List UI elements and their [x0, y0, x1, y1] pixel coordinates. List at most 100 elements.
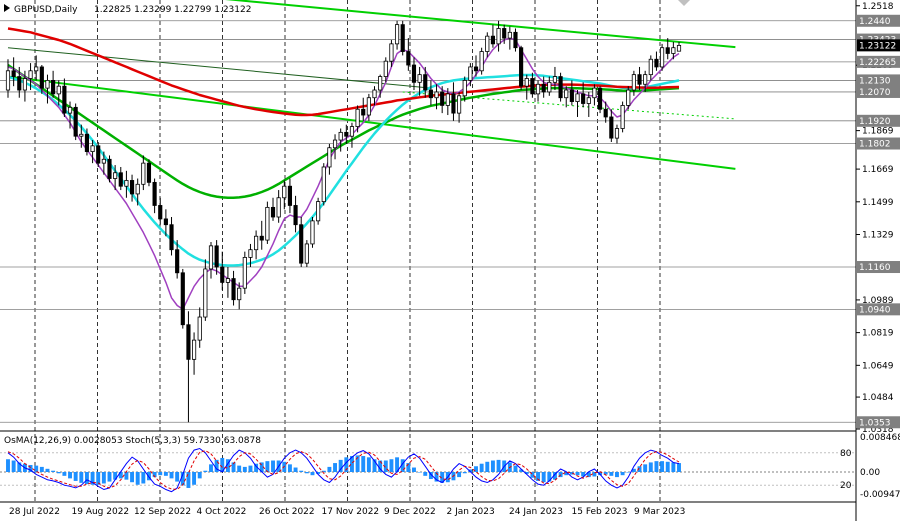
osma-bar	[372, 459, 377, 472]
osma-bar	[536, 472, 540, 481]
osma-bar	[378, 460, 383, 472]
current-price-tag	[857, 39, 900, 52]
stoch-tick-label: 80	[840, 449, 852, 459]
candle-body	[462, 80, 467, 97]
osma-bar	[626, 472, 631, 473]
candle-body	[558, 76, 563, 99]
candle-body	[270, 206, 276, 218]
candle-body	[676, 45, 682, 52]
candle-body	[423, 74, 428, 91]
osma-bar	[73, 472, 78, 481]
candle-body	[197, 316, 202, 341]
ema-fast-line	[7, 37, 680, 311]
candle-body	[321, 166, 326, 203]
osma-bar	[654, 461, 659, 472]
osma-bar	[620, 472, 625, 476]
osma-bar	[575, 472, 580, 476]
osma-bar	[677, 463, 681, 472]
date-tick-label: 19 Aug 2022	[72, 507, 130, 517]
osma-bar	[479, 463, 484, 472]
level-tag	[857, 85, 900, 98]
candle-body	[400, 24, 405, 52]
osma-bar	[660, 461, 665, 472]
osma-bar	[361, 456, 366, 472]
candle-body	[169, 224, 174, 251]
osma-bar	[265, 461, 270, 472]
candle-body	[524, 78, 529, 87]
candle-body	[225, 278, 230, 283]
candle-body	[592, 87, 597, 99]
level-tag-label: 1.1802	[859, 140, 891, 150]
candle-body	[304, 243, 309, 264]
osma-bar	[299, 470, 304, 472]
osma-bar	[124, 472, 129, 480]
level-tag-label: 1.0940	[859, 305, 891, 315]
osma-bar	[186, 472, 191, 488]
price-tick-label: 1.0649	[862, 361, 894, 371]
candle-body	[654, 58, 659, 68]
candle-body	[124, 180, 129, 187]
level-tag	[857, 55, 900, 68]
channel-upper-line	[225, 0, 680, 43]
osma-bar	[490, 460, 495, 472]
price-tick-label: 1.1499	[862, 198, 894, 208]
osma-bar	[389, 459, 394, 472]
candle-body	[186, 324, 191, 360]
price-tick-label: 1.0318	[862, 425, 894, 435]
collapse-triangle-icon[interactable]	[4, 4, 10, 12]
osma-bar	[581, 472, 586, 477]
candle-body	[5, 70, 11, 91]
candle-body	[361, 108, 366, 116]
osma-bar	[547, 472, 552, 482]
price-tick-label: 1.0819	[862, 329, 894, 339]
candle-body	[502, 28, 507, 39]
shift-marker-icon[interactable]	[678, 0, 690, 6]
price-tick-label: 1.0989	[862, 296, 894, 306]
grid	[0, 0, 856, 502]
osma-bar	[96, 472, 101, 485]
candle-body	[597, 87, 603, 110]
price-tick-label: 1.2518	[862, 2, 894, 12]
candle-body	[575, 93, 580, 102]
candle-body	[569, 89, 574, 102]
symbol-label: GBPUSD,Daily	[14, 5, 78, 15]
osma-bar	[34, 465, 39, 472]
candle-body	[107, 158, 112, 179]
candle-body	[513, 31, 518, 49]
date-tick-label: 12 Sep 2022	[134, 507, 191, 517]
candle-body	[519, 47, 524, 87]
osma-bar	[412, 467, 416, 472]
candle-body	[457, 95, 462, 114]
osma-bar	[462, 472, 467, 474]
candle-body	[51, 80, 56, 95]
candle-body	[451, 93, 456, 114]
candle-body	[473, 66, 479, 72]
candle-body	[406, 51, 411, 66]
osma-bar	[28, 464, 33, 472]
candle-body	[564, 89, 569, 99]
channel-upper-extension	[678, 40, 736, 49]
osma-bar	[615, 472, 619, 478]
osma-bar	[423, 472, 428, 476]
level-tag	[857, 303, 900, 316]
candle-body	[338, 131, 343, 141]
level-tag	[857, 137, 900, 150]
osc-tick-label: 0.0084682	[860, 433, 900, 443]
osma-bar	[519, 469, 524, 472]
osma-bar	[203, 470, 208, 472]
candle-body	[129, 180, 135, 195]
osma-bar	[434, 472, 439, 482]
candle-body	[101, 158, 106, 164]
level-tag	[857, 261, 900, 274]
osma-bar	[665, 461, 670, 472]
price-tick-label: 1.1869	[862, 127, 894, 137]
price-tick-label: 1.0484	[862, 393, 894, 403]
osma-bar	[254, 463, 259, 472]
candle-body	[434, 91, 439, 99]
level-tag-label: 1.0353	[859, 418, 891, 428]
candle-body	[394, 24, 400, 45]
candle-body	[203, 268, 208, 318]
stoch-signal-line	[7, 450, 680, 491]
